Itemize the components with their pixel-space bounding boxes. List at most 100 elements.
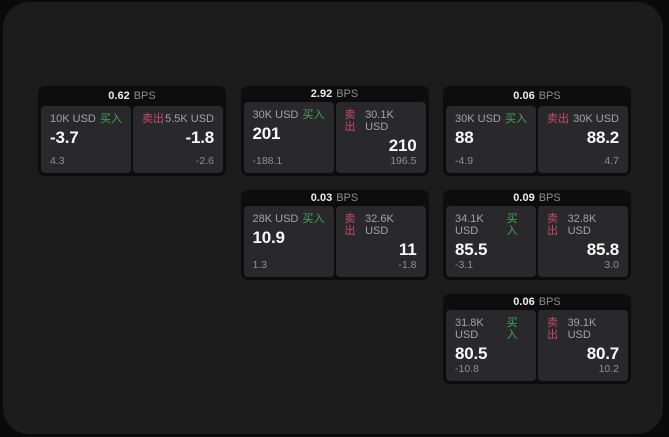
buy-panel[interactable]: 28K USD 买入 10.9 1.3 xyxy=(243,206,334,277)
buy-panel-header: 28K USD 买入 xyxy=(253,213,325,225)
buy-price: 85.5 xyxy=(455,240,488,259)
sell-side-label: 卖出 xyxy=(344,109,356,133)
sell-panel[interactable]: 卖出 5.5K USD -1.8 -2.6 xyxy=(133,106,223,173)
buy-panel-header: 31.8K USD 买入 xyxy=(455,317,527,341)
sell-side-label: 卖出 xyxy=(547,213,558,237)
sell-side-label: 卖出 xyxy=(547,317,558,341)
buy-panel-header: 30K USD 买入 xyxy=(253,109,325,121)
buy-sub-value: 1.3 xyxy=(252,259,268,271)
buy-side-label: 买入 xyxy=(506,317,518,341)
sell-sub-value: -1.8 xyxy=(398,259,417,271)
quote-panels: 10K USD 买入 -3.7 4.3 卖出 5.5K USD -1.8 -2.… xyxy=(41,106,223,173)
app-window: 0.62 BPS 10K USD 买入 -3.7 4.3 卖出 5.5K USD… xyxy=(3,2,663,434)
buy-panel[interactable]: 10K USD 买入 -3.7 4.3 xyxy=(41,106,131,173)
buy-price: 10.9 xyxy=(252,228,285,247)
sell-panel[interactable]: 卖出 30K USD 88.2 4.7 xyxy=(538,106,628,173)
bps-unit-label: BPS xyxy=(538,192,561,204)
card-header: 0.03 BPS xyxy=(244,190,426,206)
buy-price: 80.5 xyxy=(455,344,488,363)
sell-sub-value: 4.7 xyxy=(604,155,619,167)
quote-panels: 34.1K USD 买入 85.5 -3.1 卖出 32.8K USD 85.8… xyxy=(446,206,628,277)
sell-sub-value: 10.2 xyxy=(598,363,619,375)
buy-amount: 30K USD xyxy=(252,109,299,121)
buy-sub-value: 4.3 xyxy=(50,155,65,167)
buy-panel-header: 34.1K USD 买入 xyxy=(455,213,527,237)
sell-side-label: 卖出 xyxy=(547,113,569,125)
buy-amount: 10K USD xyxy=(50,113,96,125)
bps-value: 0.62 xyxy=(108,90,130,102)
buy-sub-value: -4.9 xyxy=(455,155,474,167)
buy-panel-header: 10K USD 买入 xyxy=(50,113,122,125)
buy-side-label: 买入 xyxy=(506,213,518,237)
sell-price: 11 xyxy=(398,240,417,259)
buy-side-label: 买入 xyxy=(302,109,325,121)
sell-panel[interactable]: 卖出 30.1K USD 210 196.5 xyxy=(335,102,426,173)
buy-price: 88 xyxy=(455,128,474,147)
card-header: 0.06 BPS xyxy=(446,86,628,106)
buy-panel[interactable]: 34.1K USD 买入 85.5 -3.1 xyxy=(446,206,536,277)
sell-amount: 30K USD xyxy=(573,113,619,125)
bps-unit-label: BPS xyxy=(133,90,156,102)
buy-side-label: 买入 xyxy=(505,113,527,125)
card-header: 2.92 BPS xyxy=(244,86,426,102)
buy-amount: 30K USD xyxy=(455,113,501,125)
sell-price: 85.8 xyxy=(586,240,619,259)
quote-card: 0.62 BPS 10K USD 买入 -3.7 4.3 卖出 5.5K USD… xyxy=(38,86,226,176)
bps-value: 0.09 xyxy=(513,192,535,204)
sell-panel-header: 卖出 32.6K USD xyxy=(345,213,417,237)
buy-amount: 34.1K USD xyxy=(455,213,484,237)
buy-side-label: 买入 xyxy=(100,113,122,125)
quote-panels: 28K USD 买入 10.9 1.3 卖出 32.6K USD 11 -1.8 xyxy=(243,206,426,277)
sell-price: -1.8 xyxy=(185,128,215,147)
sell-price: 88.2 xyxy=(586,128,619,147)
bps-value: 0.06 xyxy=(513,296,535,308)
buy-sub-value: -3.1 xyxy=(455,259,474,271)
sell-price: 80.7 xyxy=(586,344,619,363)
buy-sub-value: -188.1 xyxy=(252,155,283,167)
quote-panels: 30K USD 买入 88 -4.9 卖出 30K USD 88.2 4.7 xyxy=(446,106,628,173)
sell-side-label: 卖出 xyxy=(344,213,356,237)
buy-amount: 28K USD xyxy=(252,213,299,225)
sell-panel-header: 卖出 30.1K USD xyxy=(345,109,417,133)
buy-price: 201 xyxy=(252,124,281,143)
sell-amount: 39.1K USD xyxy=(567,317,597,341)
sell-panel-header: 卖出 5.5K USD xyxy=(142,113,214,125)
buy-panel[interactable]: 30K USD 买入 201 -188.1 xyxy=(243,102,334,173)
bps-unit-label: BPS xyxy=(538,296,561,308)
quote-card: 0.03 BPS 28K USD 买入 10.9 1.3 卖出 32.6K US… xyxy=(240,190,429,280)
sell-amount: 5.5K USD xyxy=(165,113,214,125)
sell-amount: 32.8K USD xyxy=(567,213,597,237)
sell-sub-value: -2.6 xyxy=(195,155,214,167)
bps-value: 0.03 xyxy=(310,192,333,204)
sell-panel-header: 卖出 39.1K USD xyxy=(547,317,619,341)
sell-panel-header: 卖出 30K USD xyxy=(547,113,619,125)
sell-panel-header: 卖出 32.8K USD xyxy=(547,213,619,237)
quote-card: 0.06 BPS 30K USD 买入 88 -4.9 卖出 30K USD 8… xyxy=(443,86,631,176)
buy-panel[interactable]: 31.8K USD 买入 80.5 -10.8 xyxy=(446,310,536,381)
buy-side-label: 买入 xyxy=(302,213,325,225)
sell-panel[interactable]: 卖出 32.8K USD 85.8 3.0 xyxy=(538,206,628,277)
sell-price: 210 xyxy=(388,136,417,155)
buy-panel[interactable]: 30K USD 买入 88 -4.9 xyxy=(446,106,536,173)
sell-sub-value: 196.5 xyxy=(390,155,417,167)
bps-value: 2.92 xyxy=(310,88,333,100)
sell-side-label: 卖出 xyxy=(142,113,164,125)
bps-value: 0.06 xyxy=(513,90,535,102)
bps-unit-label: BPS xyxy=(538,90,561,102)
buy-sub-value: -10.8 xyxy=(455,363,479,375)
sell-amount: 32.6K USD xyxy=(365,213,394,237)
buy-amount: 31.8K USD xyxy=(455,317,484,341)
quote-card-grid: 0.62 BPS 10K USD 买入 -3.7 4.3 卖出 5.5K USD… xyxy=(38,86,631,384)
bps-unit-label: BPS xyxy=(336,88,359,100)
quote-card: 0.09 BPS 34.1K USD 买入 85.5 -3.1 卖出 32.8K… xyxy=(443,190,631,280)
buy-price: -3.7 xyxy=(50,128,79,147)
sell-amount: 30.1K USD xyxy=(365,109,394,133)
quote-card: 2.92 BPS 30K USD 买入 201 -188.1 卖出 30.1K … xyxy=(240,86,429,176)
sell-panel[interactable]: 卖出 39.1K USD 80.7 10.2 xyxy=(538,310,628,381)
bps-unit-label: BPS xyxy=(336,192,359,204)
sell-panel[interactable]: 卖出 32.6K USD 11 -1.8 xyxy=(335,206,426,277)
buy-panel-header: 30K USD 买入 xyxy=(455,113,527,125)
quote-panels: 30K USD 买入 201 -188.1 卖出 30.1K USD 210 1… xyxy=(243,102,426,173)
card-header: 0.06 BPS xyxy=(446,294,628,310)
quote-panels: 31.8K USD 买入 80.5 -10.8 卖出 39.1K USD 80.… xyxy=(446,310,628,381)
